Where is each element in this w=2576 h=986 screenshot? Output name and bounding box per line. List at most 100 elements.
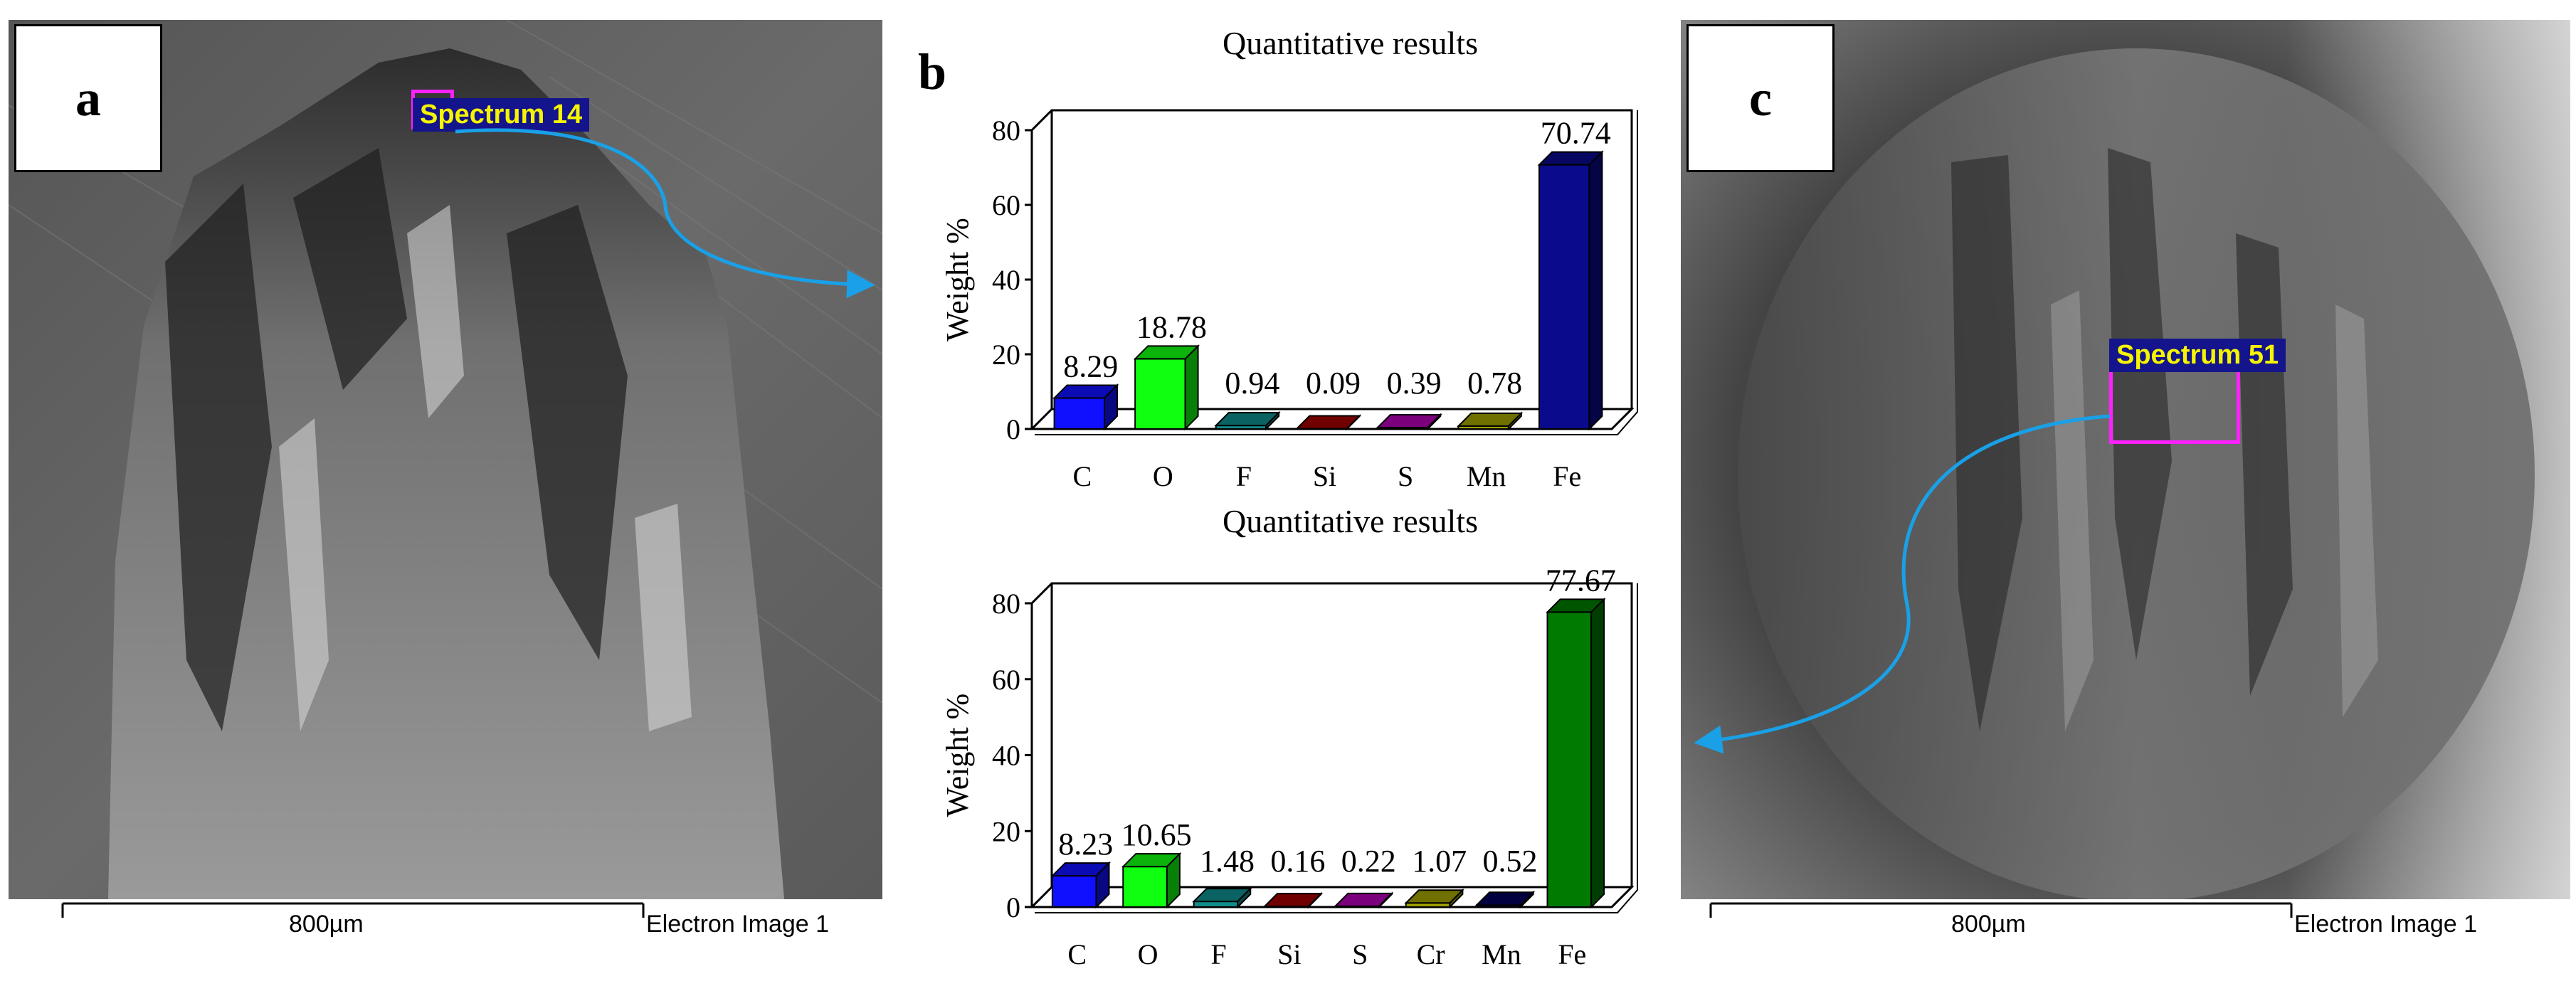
caption-a: Electron Image 1 — [646, 911, 830, 938]
chart-border-shadow — [1035, 583, 1638, 913]
scale-text-c: 800µm — [1951, 911, 2026, 938]
sem-panel-c: c Spectrum 51 — [1681, 20, 2570, 899]
bar-side — [1166, 852, 1181, 909]
y-tick-label: 60 — [992, 189, 1020, 221]
bar — [1262, 891, 1324, 909]
x-category-label: Fe — [1558, 938, 1586, 968]
bar — [1546, 598, 1606, 909]
x-category-label: Si — [1313, 460, 1336, 492]
bar-side — [1378, 891, 1393, 909]
scalebar-c: 800µm Electron Image 1 — [1709, 902, 2563, 945]
bar — [1121, 852, 1182, 909]
bar-value-label: 0.09 — [1306, 366, 1361, 401]
bar-side — [1184, 344, 1199, 431]
bar-value-label: 0.94 — [1225, 366, 1279, 401]
bar — [1333, 891, 1394, 909]
bar-value-label: 77.67 — [1546, 563, 1616, 598]
bar-value-label: 0.39 — [1387, 366, 1442, 401]
bar — [1474, 890, 1536, 909]
y-tick-label: 20 — [992, 339, 1020, 371]
bar-side — [1307, 891, 1322, 909]
bar — [1214, 410, 1281, 431]
y-tick-label: 0 — [1006, 891, 1020, 923]
bar — [1376, 413, 1442, 431]
panel-label-c: c — [1686, 24, 1835, 172]
caption-c: Electron Image 1 — [2294, 911, 2478, 938]
bar-side — [1588, 150, 1603, 431]
bar-value-label: 0.16 — [1270, 844, 1325, 879]
bar-side — [1590, 598, 1605, 909]
x-category-label: S — [1352, 938, 1368, 968]
x-category-label: S — [1398, 460, 1413, 492]
y-tick-label: 0 — [1006, 413, 1020, 445]
y-tick-label: 40 — [992, 740, 1020, 772]
bar-value-label: 10.65 — [1121, 817, 1192, 852]
x-category-label: Mn — [1482, 938, 1521, 968]
bar-side — [1095, 861, 1110, 909]
bar — [1133, 344, 1200, 431]
bar-value-label: 8.23 — [1058, 827, 1113, 862]
bar — [1294, 414, 1362, 431]
panel-label-b: b — [918, 43, 947, 100]
bar-value-label: 0.78 — [1467, 366, 1522, 401]
bar-value-label: 70.74 — [1541, 116, 1611, 151]
x-category-label: C — [1072, 460, 1092, 492]
sem-panel-a: a Spectrum 14 — [9, 20, 882, 899]
panel-label-a: a — [14, 24, 162, 172]
bar-front — [1122, 866, 1168, 908]
bar-value-label: 0.52 — [1482, 844, 1537, 879]
bar — [1537, 150, 1604, 431]
bar-chart-top: Quantitative results 0 20 40 60 80 Weight % 8.2… — [940, 25, 1638, 492]
x-category-label: O — [1153, 460, 1173, 492]
bar-front — [1134, 358, 1186, 430]
bar-side — [1519, 890, 1534, 909]
bar-side — [1427, 413, 1442, 431]
bar-front — [1546, 611, 1593, 908]
chart-frame — [1030, 582, 1633, 907]
bar-side — [1103, 383, 1118, 431]
y-tick-label: 20 — [992, 815, 1020, 847]
bar-side — [1507, 411, 1522, 431]
bar-side — [1449, 888, 1464, 909]
bar — [1050, 861, 1111, 909]
bar-value-label: 18.78 — [1136, 309, 1207, 344]
bar-value-label: 8.29 — [1063, 349, 1118, 383]
bar-front — [1193, 901, 1239, 908]
bar — [1404, 888, 1464, 909]
spectrum-label-a: Spectrum 14 — [413, 98, 590, 132]
spectrum-label-c: Spectrum 51 — [2109, 339, 2286, 372]
bar-value-label: 1.07 — [1412, 844, 1467, 879]
bar-side — [1346, 414, 1361, 431]
bar-chart-bottom: Quantitative results 0 20 40 60 80 Weight % 8.2… — [940, 503, 1638, 968]
chart-title: Quantitative results — [1223, 25, 1478, 61]
chart-title: Quantitative results — [1223, 503, 1478, 539]
x-category-label: F — [1236, 460, 1252, 492]
x-category-label: Si — [1277, 938, 1301, 968]
scalebar-a: 800µm Electron Image 1 — [61, 902, 887, 945]
x-category-label: Fe — [1553, 460, 1581, 492]
bar — [1457, 411, 1524, 431]
y-tick-label: 80 — [992, 115, 1020, 147]
y-tick-label: 80 — [992, 588, 1020, 620]
x-category-label: Cr — [1417, 938, 1445, 968]
x-category-label: F — [1210, 938, 1226, 968]
y-tick-label: 40 — [992, 264, 1020, 296]
bar-front — [1051, 875, 1097, 908]
y-axis-label: Weight % — [940, 218, 975, 341]
chart-floor — [1029, 886, 1635, 908]
bar-value-label: 0.22 — [1341, 844, 1396, 879]
y-tick-label: 60 — [992, 664, 1020, 696]
x-category-label: C — [1067, 938, 1087, 968]
y-axis-label: Weight % — [940, 694, 975, 817]
bar-side — [1237, 886, 1252, 909]
bar — [1192, 886, 1252, 909]
chart-border-shadow — [1035, 110, 1638, 435]
x-category-label: O — [1138, 938, 1158, 968]
bar — [1052, 383, 1119, 431]
scale-text-a: 800µm — [289, 911, 364, 938]
bar-front — [1053, 397, 1105, 430]
bar-front — [1538, 164, 1590, 430]
bar-value-label: 1.48 — [1200, 844, 1255, 879]
bar-side — [1265, 410, 1280, 431]
x-category-label: Mn — [1467, 460, 1506, 492]
